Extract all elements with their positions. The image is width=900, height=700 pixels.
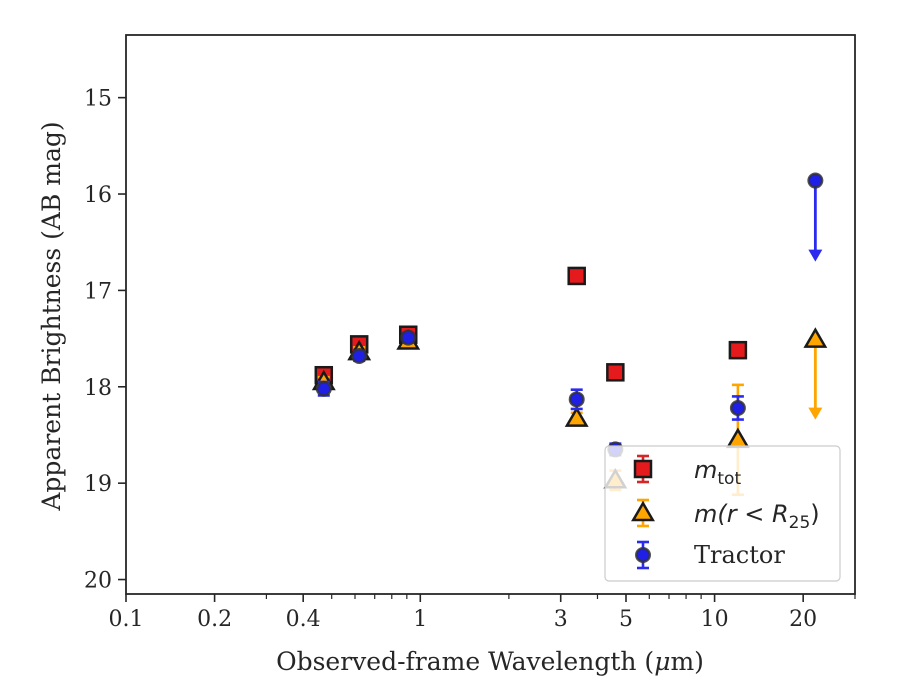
- upper-limit-arrowhead: [808, 249, 823, 262]
- y-tick-label: 16: [84, 183, 112, 208]
- legend-label-mtot: mtot: [694, 456, 741, 489]
- upper-limit-arrow: [808, 339, 823, 420]
- y-tick-label: 20: [84, 569, 112, 594]
- x-tick-label: 0.4: [286, 607, 321, 632]
- x-tick-label: 1: [413, 607, 427, 632]
- data-point-mtot: [567, 266, 586, 286]
- x-tick-label: 3: [554, 607, 568, 632]
- legend-entry-mtot: mtot: [633, 454, 741, 489]
- legend: mtot m(r < R25) Tractor: [604, 445, 841, 582]
- legend-marker-tractor: [635, 547, 651, 563]
- y-tick-label: 17: [84, 279, 112, 304]
- y-tick-label: 18: [84, 376, 112, 401]
- upper-limit-arrow: [808, 180, 823, 262]
- x-tick-label: 0.1: [109, 607, 144, 632]
- legend-label-mr25: m(r < R25): [694, 500, 820, 533]
- legend-marker-mtot: [633, 459, 653, 479]
- y-tick-label: 19: [84, 472, 112, 497]
- data-point-tractor: [729, 399, 746, 416]
- x-tick-label: 10: [701, 607, 729, 632]
- data-point-tractor: [568, 391, 585, 408]
- data-point-tractor: [351, 347, 368, 364]
- x-axis-label: Observed-frame Wavelength (μm): [276, 647, 704, 676]
- plot-frame: [125, 34, 856, 595]
- axis-ticks: 0.1 0.2 0.4 1 3 5 10 20 15 16 17 18 19 20: [84, 87, 856, 632]
- data-point-mtot: [606, 363, 625, 382]
- x-tick-label: 0.2: [197, 607, 232, 632]
- data-point-mr25: [803, 327, 828, 348]
- data-point-mtot: [728, 340, 748, 360]
- y-tick-label: 15: [84, 87, 112, 112]
- x-tick-label: 20: [789, 607, 817, 632]
- y-axis-label: Apparent Brightness (AB mag): [37, 121, 66, 511]
- data-point-tractor: [807, 172, 824, 189]
- legend-box: [604, 445, 841, 582]
- x-tick-label: 5: [619, 607, 633, 632]
- upper-limit-arrowhead: [808, 407, 823, 420]
- legend-label-tractor: Tractor: [694, 541, 785, 569]
- data-point-tractor: [400, 329, 417, 346]
- data-point-tractor: [315, 380, 332, 397]
- data-point-mr25: [564, 406, 589, 427]
- legend-entry-mr25: m(r < R25): [631, 498, 820, 533]
- legend-entry-tractor: Tractor: [635, 540, 785, 570]
- legend-marker-mr25: [631, 500, 655, 522]
